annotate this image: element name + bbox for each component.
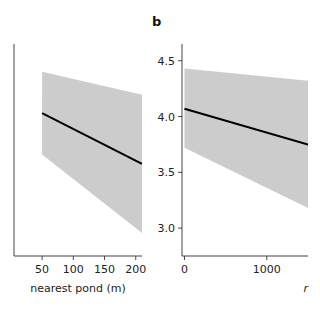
ci-band [184, 69, 308, 208]
trend-line [184, 109, 308, 145]
y-axis-line [182, 44, 183, 256]
y-tick [178, 60, 182, 61]
x-axis-label: r [303, 282, 309, 295]
x-tick-label: 200 [125, 263, 146, 276]
x-tick [104, 256, 105, 260]
y-tick-label: 4.5 [158, 55, 176, 68]
y-tick-label: 3.0 [158, 222, 176, 235]
x-tick-label: 1000 [253, 263, 281, 276]
panel: 0 1000 3.0 3.5 4.0 4.5 r b [152, 14, 309, 295]
plot-area [184, 69, 308, 208]
y-axis-line [14, 44, 15, 256]
y-tick [178, 172, 182, 173]
y-tick [178, 116, 182, 117]
x-tick-label: 100 [63, 263, 84, 276]
x-tick-label: 50 [35, 263, 49, 276]
x-tick-label: 0 [181, 263, 188, 276]
x-tick [184, 256, 185, 260]
x-axis-line [182, 256, 308, 257]
ci-band [42, 72, 142, 233]
y-tick [178, 228, 182, 229]
x-axis-line [14, 256, 142, 257]
panel-label: b [152, 14, 161, 29]
x-axis-label: nearest pond (m) [30, 282, 126, 295]
panel: 50 100 150 200 nearest pond (m) [14, 44, 146, 295]
x-tick [42, 256, 43, 260]
y-tick-label: 4.0 [158, 111, 176, 124]
chart-root: 50 100 150 200 nearest pond (m) 0 1000 3.0 3.5 4.… [0, 0, 320, 320]
plot-area [42, 72, 142, 233]
x-tick-label: 150 [94, 263, 115, 276]
x-tick [266, 256, 267, 260]
y-tick-label: 3.5 [158, 166, 176, 179]
trend-line [42, 113, 142, 164]
x-tick [73, 256, 74, 260]
x-tick [135, 256, 136, 260]
